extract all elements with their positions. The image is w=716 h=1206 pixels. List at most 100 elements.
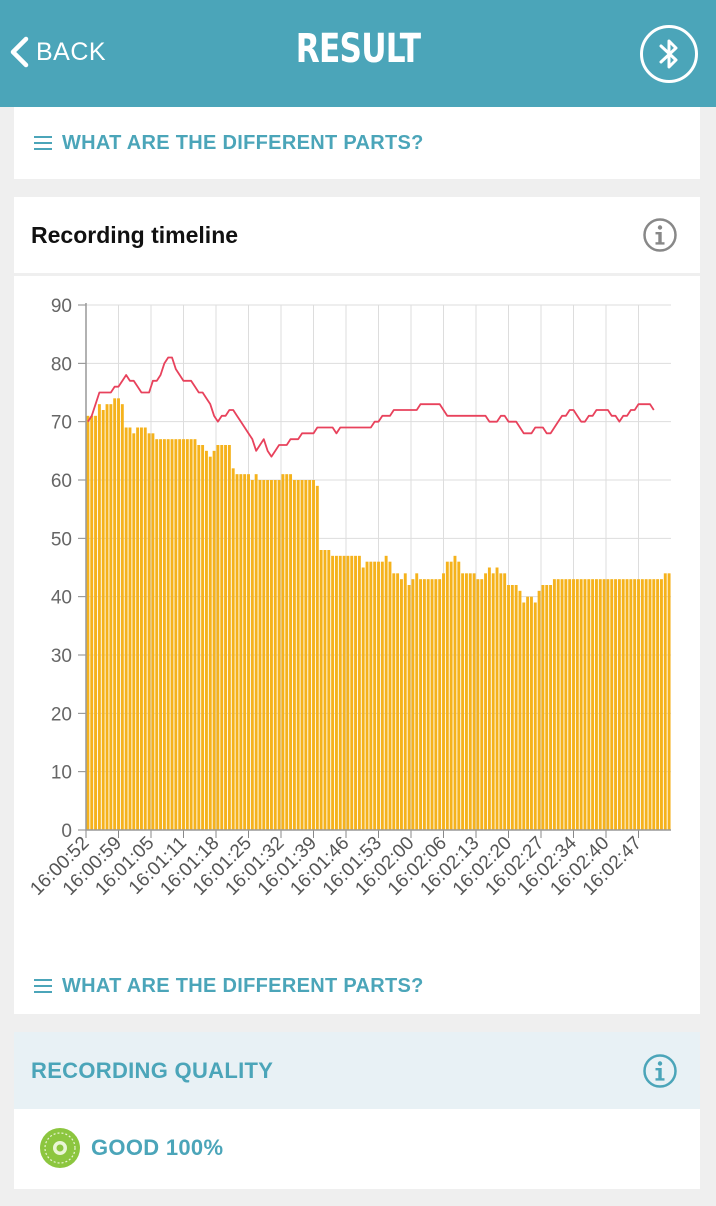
back-button[interactable]: BACK — [8, 30, 106, 74]
chart-bar — [434, 579, 438, 830]
chart-bar — [545, 585, 549, 830]
chart-bar — [243, 474, 247, 830]
chart-bar — [308, 480, 312, 830]
chart-bar — [468, 573, 472, 830]
chart-bar — [472, 573, 476, 830]
chart-bar — [342, 555, 346, 830]
chart-bar — [411, 579, 415, 830]
chart-bar — [105, 404, 109, 830]
chart-bar — [151, 433, 155, 830]
chart-bar — [361, 567, 365, 830]
chart-bar — [254, 474, 258, 830]
chart-bar — [227, 445, 231, 830]
timeline-card: Recording timeline 0 10 20 30 40 50 60 70 80 90 16… — [14, 197, 700, 1014]
chart-bar — [327, 550, 331, 830]
chart-bar — [128, 427, 132, 830]
chart-bar — [407, 585, 411, 830]
chart-bar — [541, 585, 545, 830]
chart-bar — [166, 439, 170, 830]
chart-bar — [533, 602, 537, 830]
chart-bar — [101, 410, 105, 830]
chart-bar — [598, 579, 602, 830]
chart-bar — [285, 474, 289, 830]
different-parts-link-bottom[interactable]: WHAT ARE THE DIFFERENT PARTS? — [14, 956, 700, 1016]
chart-bar — [162, 439, 166, 830]
info-icon[interactable] — [642, 1053, 678, 1089]
quality-header: RECORDING QUALITY — [14, 1032, 700, 1109]
chart-bar — [323, 550, 327, 830]
chart-bar — [625, 579, 629, 830]
chart-bar — [300, 480, 304, 830]
chart-bar — [204, 450, 208, 830]
different-parts-label-bottom: WHAT ARE THE DIFFERENT PARTS? — [62, 974, 424, 997]
chart-bar — [663, 573, 667, 830]
different-parts-link[interactable]: WHAT ARE THE DIFFERENT PARTS? — [14, 107, 700, 179]
chart-bar — [193, 439, 197, 830]
bluetooth-button[interactable] — [640, 25, 698, 83]
y-tick-label: 70 — [51, 413, 72, 434]
chart-bar — [239, 474, 243, 830]
chart-bar — [659, 579, 663, 830]
chart-bar — [357, 555, 361, 830]
chart-bar — [373, 561, 377, 830]
chart-bar — [273, 480, 277, 830]
chart-bar — [266, 480, 270, 830]
chart-bar — [656, 579, 660, 830]
chart-bar — [304, 480, 308, 830]
chart-bar — [120, 404, 124, 830]
page-title: RESULT — [295, 26, 421, 72]
chart-bar — [296, 480, 300, 830]
chart-bar — [602, 579, 606, 830]
chart-bar — [185, 439, 189, 830]
chart-bar — [147, 433, 151, 830]
chart-bar — [170, 439, 174, 830]
quality-value: GOOD 100% — [91, 1134, 224, 1160]
quality-card: RECORDING QUALITY GOOD 100% — [14, 1032, 700, 1189]
chart-bar — [319, 550, 323, 830]
chart-bar — [606, 579, 610, 830]
chart-bar — [552, 579, 556, 830]
chart-bar — [640, 579, 644, 830]
chart-bar — [476, 579, 480, 830]
chart-bar — [124, 427, 128, 830]
y-tick-label: 0 — [61, 821, 72, 842]
y-tick-label: 60 — [51, 471, 72, 492]
chart-bar — [587, 579, 591, 830]
chart-bar — [143, 427, 147, 830]
chart-bar — [113, 398, 117, 830]
y-tick-label: 40 — [51, 588, 72, 609]
chart-bar — [396, 573, 400, 830]
chart-bar — [197, 445, 201, 830]
chart-bar — [614, 579, 618, 830]
info-icon[interactable] — [642, 217, 678, 253]
chart-bar — [522, 602, 526, 830]
chart-bar — [139, 427, 143, 830]
chart-bar — [507, 585, 510, 830]
chart-bar — [354, 555, 358, 830]
chart-bar — [312, 480, 315, 830]
chart-bar — [461, 573, 465, 830]
chart-bar — [247, 474, 250, 830]
chart-bar — [90, 415, 94, 830]
chart-bar — [621, 579, 625, 830]
bluetooth-icon — [659, 39, 678, 69]
chart-bar — [289, 474, 293, 830]
chart-bar — [377, 561, 380, 830]
chart-bar — [449, 561, 453, 830]
chart-bar — [331, 555, 335, 830]
chart-bar — [480, 579, 484, 830]
chart-bar — [537, 590, 541, 830]
chart-bar — [487, 567, 491, 830]
chart-bar — [499, 573, 503, 830]
chart-bar — [430, 579, 434, 830]
chart-bar — [442, 573, 445, 830]
chart-bar — [556, 579, 560, 830]
chart-bar — [652, 579, 656, 830]
timeline-header: Recording timeline — [14, 197, 700, 276]
chart-bar — [464, 573, 468, 830]
quality-title: RECORDING QUALITY — [31, 1057, 274, 1083]
chart-bar — [235, 474, 239, 830]
y-tick-label: 10 — [51, 763, 72, 784]
recording-timeline-chart: 010203040506070809016:00:5216:00:5916:01… — [26, 296, 671, 900]
chart-bar — [262, 480, 266, 830]
